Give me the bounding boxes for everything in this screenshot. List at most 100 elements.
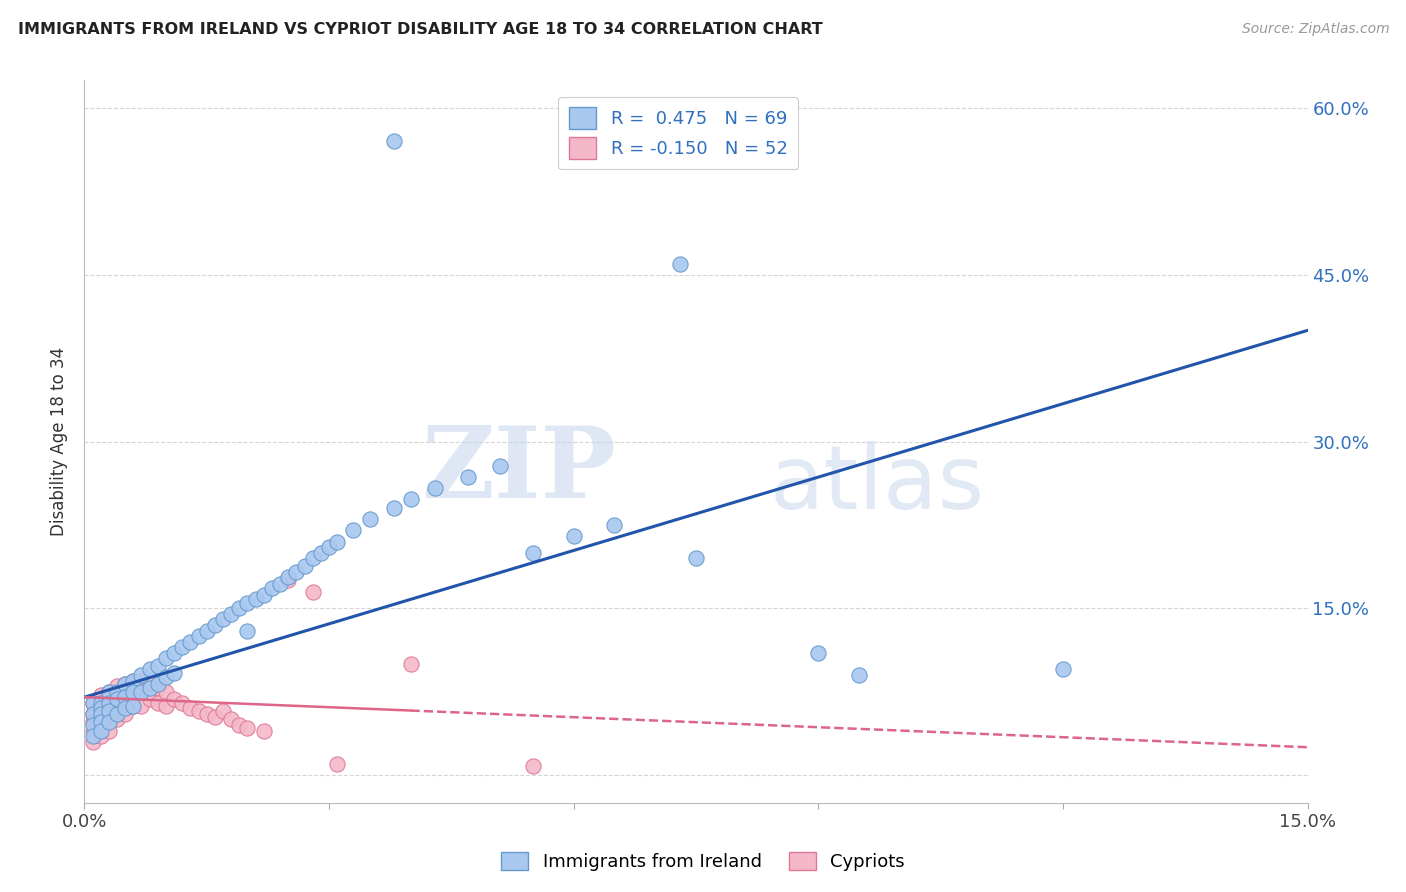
Point [114,690,136,705]
Point [146,681,169,696]
Point [97,701,120,715]
Point [204,618,226,632]
Point [97,723,120,738]
Point [253,723,276,738]
Point [90,696,112,710]
Point [131,684,153,698]
Point [318,540,340,554]
Point [105,688,128,702]
Point [399,657,422,671]
Point [382,135,405,149]
Point [236,722,259,736]
Point [114,677,136,691]
Point [309,546,332,560]
Point [228,601,250,615]
Point [97,714,120,729]
Point [114,696,136,710]
Point [90,701,112,715]
Point [97,704,120,718]
Point [848,668,870,682]
Point [138,681,160,696]
Point [294,559,316,574]
Point [187,704,209,718]
Point [146,659,169,673]
Point [122,699,145,714]
Point [269,577,291,591]
Point [172,640,194,655]
Point [301,584,323,599]
Point [97,710,120,724]
Point [489,458,512,473]
Point [90,706,112,721]
Point [138,677,160,691]
Point [114,686,136,700]
Point [138,692,160,706]
Point [82,723,104,738]
Point [326,756,349,771]
Point [562,529,585,543]
Point [522,546,544,560]
Point [122,684,145,698]
Point [285,565,308,579]
Legend: R =  0.475   N = 69, R = -0.150   N = 52: R = 0.475 N = 69, R = -0.150 N = 52 [558,96,799,169]
Point [131,668,153,682]
Point [172,696,194,710]
Point [131,699,153,714]
Point [382,501,405,516]
Point [82,696,104,710]
Point [522,759,544,773]
Text: IMMIGRANTS FROM IRELAND VS CYPRIOT DISABILITY AGE 18 TO 34 CORRELATION CHART: IMMIGRANTS FROM IRELAND VS CYPRIOT DISAB… [18,22,823,37]
Point [131,673,153,688]
Point [668,257,690,271]
Point [399,492,422,507]
Point [90,729,112,743]
Point [97,684,120,698]
Point [90,723,112,738]
Y-axis label: Disability Age 18 to 34: Disability Age 18 to 34 [51,347,69,536]
Point [90,696,112,710]
Point [187,629,209,643]
Point [155,684,177,698]
Point [195,624,218,638]
Point [90,714,112,729]
Point [204,710,226,724]
Point [82,729,104,743]
Point [122,673,145,688]
Point [146,696,169,710]
Point [301,551,323,566]
Point [114,706,136,721]
Point [82,734,104,748]
Point [212,704,235,718]
Point [105,692,128,706]
Point [219,713,242,727]
Point [82,706,104,721]
Point [1052,662,1074,676]
Point [114,677,136,691]
Point [90,722,112,736]
Point [90,713,112,727]
Point [807,646,830,660]
Point [163,692,186,706]
Point [122,673,145,688]
Point [82,706,104,721]
Point [163,665,186,680]
Point [114,701,136,715]
Point [603,517,626,532]
Point [82,714,104,729]
Point [253,588,276,602]
Point [342,524,364,538]
Point [228,718,250,732]
Point [90,704,112,718]
Legend: Immigrants from Ireland, Cypriots: Immigrants from Ireland, Cypriots [494,845,912,879]
Text: Source: ZipAtlas.com: Source: ZipAtlas.com [1241,22,1389,37]
Point [685,551,707,566]
Point [236,624,259,638]
Point [155,670,177,684]
Point [155,699,177,714]
Point [359,512,381,526]
Point [245,592,267,607]
Point [219,607,242,621]
Point [236,596,259,610]
Point [212,612,235,626]
Point [260,581,283,595]
